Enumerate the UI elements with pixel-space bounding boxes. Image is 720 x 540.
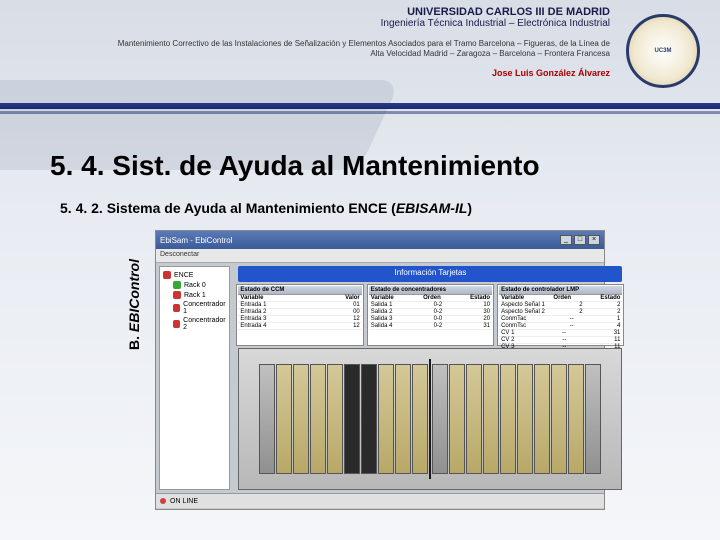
tree-item[interactable]: Rack 1 [163,290,226,300]
rack-slot[interactable] [432,364,448,474]
rack-slot[interactable] [276,364,292,474]
tree-label: Rack 1 [184,292,206,299]
side-label-em: EBIControl [126,259,142,332]
panel-row: Salida 20-230 [369,309,492,316]
tree-label: Concentrador 1 [183,301,226,315]
tree-item[interactable]: Rack 0 [163,280,226,290]
panel-concentradores: Estado de concentradoresVariableOrdenEst… [367,284,494,346]
tree-item[interactable]: Concentrador 1 [163,300,226,316]
window-controls: _ □ × [560,235,600,245]
data-panels: Estado de CCMVariableValorEntrada 101Ent… [236,284,624,346]
rack-slot[interactable] [585,364,601,474]
rack-slot[interactable] [412,364,428,474]
menubar: Desconectar [156,249,604,263]
project-description: Mantenimiento Correctivo de las Instalac… [110,39,610,60]
side-label: B. EBIControl [126,259,142,350]
rack-slot[interactable] [327,364,343,474]
window-titlebar: EbiSam - EbiControl _ □ × [156,231,604,249]
menu-disconnect[interactable]: Desconectar [160,251,199,258]
tree-item[interactable]: ENCE [163,270,226,280]
panel-cols: VariableOrdenEstado [499,295,622,302]
author-name: Jose Luis González Álvarez [110,68,610,78]
rack-slot[interactable] [483,364,499,474]
header-bar-2 [0,111,720,114]
status-indicator-icon [160,498,166,504]
rack-slot[interactable] [378,364,394,474]
rack-slot[interactable] [310,364,326,474]
rack-slot[interactable] [449,364,465,474]
rack-slot[interactable] [551,364,567,474]
rack-slot[interactable] [344,364,360,474]
panel-cols: VariableOrdenEstado [369,295,492,302]
panel-row: CV 2--11 [499,337,622,344]
tree-icon [173,304,180,312]
panel-row: Salida 30-020 [369,316,492,323]
status-text: ON LINE [170,498,198,505]
tree-label: Rack 0 [184,282,206,289]
panel-row: Aspecto Señal 222 [499,309,622,316]
panel-row: Salida 10-210 [369,302,492,309]
panel-ccm: Estado de CCMVariableValorEntrada 101Ent… [236,284,363,346]
minimize-button[interactable]: _ [560,235,572,245]
panel-row: Entrada 312 [238,316,361,323]
tree-label: Concentrador 2 [183,317,226,331]
rack-slot[interactable] [517,364,533,474]
tree-label: ENCE [174,272,193,279]
panel-row: Entrada 412 [238,323,361,330]
panel-header: Estado de CCM [238,286,361,295]
panel-row: Entrada 101 [238,302,361,309]
panel-row: Salida 40-231 [369,323,492,330]
app-body: ENCE Rack 0 Rack 1 Concentrador 1 Concentrad… [156,263,604,493]
university-name: UNIVERSIDAD CARLOS III DE MADRID [110,6,610,18]
tree-icon [163,271,171,279]
subtitle-prefix: 5. 4. 2. Sistema de Ayuda al Mantenimien… [60,200,396,216]
tree-icon [173,320,180,328]
degree-name: Ingeniería Técnica Industrial – Electrón… [110,18,610,29]
slide-header: UNIVERSIDAD CARLOS III DE MADRID Ingenie… [110,6,610,78]
rack-slot[interactable] [534,364,550,474]
tree-item[interactable]: Concentrador 2 [163,316,226,332]
app-screenshot: EbiSam - EbiControl _ □ × Desconectar EN… [155,230,605,510]
side-label-prefix: B. [126,332,142,350]
panel-row: Aspecto Señal 122 [499,302,622,309]
logo-text: UC3M [654,48,671,54]
panel-header: Estado de concentradores [369,286,492,295]
rack-slot[interactable] [466,364,482,474]
university-logo: UC3M [626,14,700,88]
panel-lmp: Estado de controlador LMPVariableOrdenEs… [497,284,624,346]
rack-divider [429,359,431,479]
panel-header: Estado de controlador LMP [499,286,622,295]
panel-row: ConmTsc--4 [499,323,622,330]
close-button[interactable]: × [588,235,600,245]
rack-view [238,348,622,490]
slide-title: 5. 4. Sist. de Ayuda al Mantenimiento [50,150,540,182]
panel-row: ConmTac--1 [499,316,622,323]
header-bar-1 [0,103,720,109]
panel-row: CV 1--31 [499,330,622,337]
tree-icon [173,281,181,289]
info-banner: Información Tarjetas [238,266,622,282]
rack-slot[interactable] [500,364,516,474]
subtitle-suffix: ) [467,200,472,216]
maximize-button[interactable]: □ [574,235,586,245]
subtitle-em: EBISAM-IL [396,200,468,216]
status-bar: ON LINE [156,493,604,508]
panel-row: Entrada 200 [238,309,361,316]
window-title: EbiSam - EbiControl [160,236,232,245]
slide-subtitle: 5. 4. 2. Sistema de Ayuda al Mantenimien… [60,200,472,216]
main-panel: Información Tarjetas Estado de CCMVariab… [236,266,624,490]
rack-slot[interactable] [293,364,309,474]
tree-icon [173,291,181,299]
rack-slot[interactable] [395,364,411,474]
rack-slot[interactable] [259,364,275,474]
rack-slot[interactable] [361,364,377,474]
tree-panel: ENCE Rack 0 Rack 1 Concentrador 1 Concentrad… [159,266,230,490]
panel-cols: VariableValor [238,295,361,302]
rack-slot[interactable] [568,364,584,474]
